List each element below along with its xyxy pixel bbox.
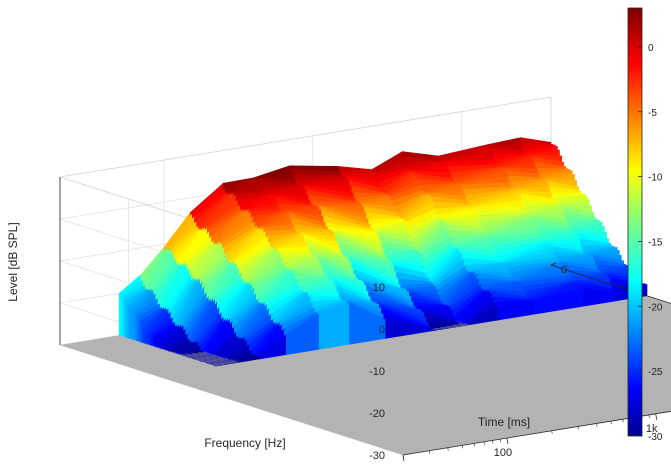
y-tick-mark bbox=[550, 262, 557, 266]
x-minor-tick bbox=[622, 419, 624, 423]
y-tick-mark bbox=[619, 284, 625, 288]
x-minor-tick bbox=[596, 423, 598, 427]
z-tick-label: -10 bbox=[369, 366, 385, 378]
colorbar-tick-label: 0 bbox=[648, 43, 654, 54]
colorbar-tick-label: -10 bbox=[648, 173, 663, 184]
x-tick-label: 1k bbox=[646, 423, 658, 435]
colorbar-tick-label: -15 bbox=[648, 237, 663, 248]
x-minor-tick bbox=[577, 426, 579, 430]
box-edge bbox=[59, 96, 552, 178]
x-tick-mark bbox=[506, 437, 509, 445]
colorbar-tick-label: -20 bbox=[648, 302, 663, 313]
x-axis-line bbox=[402, 410, 671, 456]
x-minor-tick bbox=[492, 440, 494, 444]
x-minor-tick bbox=[610, 421, 612, 425]
y-tick-label: 0 bbox=[561, 264, 567, 276]
x-tick-mark bbox=[655, 413, 658, 420]
decay-slice bbox=[215, 283, 648, 367]
x-axis-label: Frequency [Hz] bbox=[204, 436, 285, 450]
z-tick-label: 10 bbox=[373, 282, 385, 294]
x-minor-tick bbox=[428, 450, 430, 454]
axis-labels: Level [dB SPL] Frequency [Hz] Time [ms] bbox=[6, 222, 530, 450]
colorbar-tick-label: -5 bbox=[648, 108, 657, 119]
y-axis-line bbox=[550, 264, 671, 304]
z-tick-label: -30 bbox=[369, 450, 385, 462]
x-minor-tick bbox=[499, 439, 501, 443]
colorbar-tick-label: -25 bbox=[648, 367, 663, 378]
colorbar-gradient bbox=[627, 7, 643, 437]
z-axis-label: Level [dB SPL] bbox=[6, 222, 20, 301]
x-minor-tick bbox=[483, 441, 485, 445]
x-minor-tick bbox=[473, 443, 475, 447]
x-minor-tick bbox=[461, 445, 463, 449]
y-axis-label: Time [ms] bbox=[478, 415, 530, 429]
colorbar: 0 -5 -10 -15 -20 -25 -30 bbox=[627, 7, 663, 443]
surface-patch bbox=[434, 324, 468, 331]
x-minor-tick bbox=[402, 454, 404, 459]
axis-ticks: 201001k10k40k020406080100100-10-20-30 bbox=[59, 177, 671, 467]
surface-patch bbox=[430, 323, 464, 330]
colorbar-tick-label: -30 bbox=[648, 432, 663, 443]
z-tick-label: 0 bbox=[379, 324, 385, 336]
z-tick-label: -20 bbox=[369, 408, 385, 420]
x-minor-tick bbox=[551, 430, 553, 434]
x-minor-tick bbox=[648, 414, 650, 418]
waterfall-surface bbox=[60, 137, 671, 455]
x-tick-label: 100 bbox=[494, 447, 512, 459]
x-minor-tick bbox=[447, 447, 449, 451]
